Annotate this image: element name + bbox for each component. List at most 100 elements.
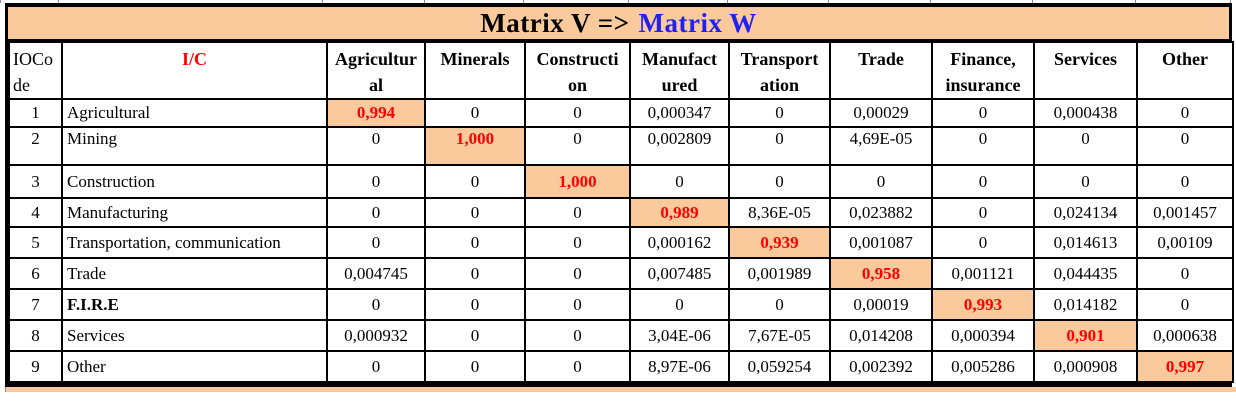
- row-number-cell[interactable]: 3: [8, 164, 63, 199]
- matrix-cell[interactable]: 0,059254: [728, 350, 831, 383]
- matrix-cell[interactable]: 0: [931, 197, 1035, 228]
- matrix-cell[interactable]: 0: [931, 126, 1035, 166]
- matrix-cell[interactable]: 0,001121: [931, 257, 1035, 290]
- matrix-cell[interactable]: 0: [1136, 126, 1234, 166]
- matrix-cell[interactable]: 0: [524, 350, 631, 383]
- matrix-cell[interactable]: 0: [728, 288, 831, 321]
- row-number-cell[interactable]: 4: [8, 197, 63, 228]
- column-header-trade[interactable]: Trade: [829, 41, 933, 100]
- column-header-construction[interactable]: Constructi on: [524, 41, 631, 100]
- matrix-cell[interactable]: 0: [728, 164, 831, 199]
- matrix-cell[interactable]: 0: [524, 226, 631, 259]
- matrix-cell[interactable]: 0: [424, 226, 526, 259]
- matrix-cell[interactable]: 0,000394: [931, 319, 1035, 352]
- matrix-cell[interactable]: 7,67E-05: [728, 319, 831, 352]
- table-title-cell[interactable]: Matrix V => Matrix W: [8, 7, 1229, 41]
- matrix-cell[interactable]: 0: [1033, 164, 1138, 199]
- column-header-agricultural[interactable]: Agricultur al: [326, 41, 426, 100]
- matrix-cell[interactable]: 0: [424, 288, 526, 321]
- matrix-cell-diagonal[interactable]: 1,000: [524, 164, 631, 199]
- matrix-cell[interactable]: 0: [931, 226, 1035, 259]
- matrix-cell[interactable]: 0,004745: [326, 257, 426, 290]
- matrix-cell[interactable]: 0: [1136, 257, 1234, 290]
- matrix-cell-diagonal[interactable]: 0,958: [829, 257, 933, 290]
- matrix-cell-diagonal[interactable]: 0,997: [1136, 350, 1234, 383]
- column-header-manufactured[interactable]: Manufact ured: [629, 41, 730, 100]
- row-label-cell[interactable]: Agricultural: [61, 98, 328, 128]
- matrix-cell[interactable]: 0,000932: [326, 319, 426, 352]
- row-number-cell[interactable]: 5: [8, 226, 63, 259]
- matrix-cell[interactable]: 0,00109: [1136, 226, 1234, 259]
- matrix-cell[interactable]: 0,001457: [1136, 197, 1234, 228]
- matrix-cell-diagonal[interactable]: 0,989: [629, 197, 730, 228]
- row-number-cell[interactable]: 1: [8, 98, 63, 128]
- row-number-cell[interactable]: 6: [8, 257, 63, 290]
- matrix-cell-diagonal[interactable]: 0,901: [1033, 319, 1138, 352]
- matrix-cell[interactable]: 0,014182: [1033, 288, 1138, 321]
- matrix-cell[interactable]: 8,97E-06: [629, 350, 730, 383]
- matrix-cell[interactable]: 0,00029: [829, 98, 933, 128]
- row-number-cell[interactable]: 2: [8, 126, 63, 166]
- matrix-cell[interactable]: 0: [326, 197, 426, 228]
- row-label-cell[interactable]: Services: [61, 319, 328, 352]
- matrix-cell[interactable]: 0: [728, 126, 831, 166]
- matrix-cell[interactable]: 0,007485: [629, 257, 730, 290]
- matrix-cell[interactable]: 0,000908: [1033, 350, 1138, 383]
- matrix-cell[interactable]: 0,000347: [629, 98, 730, 128]
- column-header-minerals[interactable]: Minerals: [424, 41, 526, 100]
- row-label-cell[interactable]: Manufacturing: [61, 197, 328, 228]
- matrix-cell[interactable]: 0: [524, 319, 631, 352]
- matrix-cell[interactable]: 0: [326, 126, 426, 166]
- matrix-cell[interactable]: 0: [326, 164, 426, 199]
- row-number-cell[interactable]: 8: [8, 319, 63, 352]
- column-header-finance-insurance[interactable]: Finance, insurance: [931, 41, 1035, 100]
- matrix-cell[interactable]: 0,000162: [629, 226, 730, 259]
- row-label-cell[interactable]: F.I.R.E: [61, 288, 328, 321]
- matrix-cell[interactable]: 0,000638: [1136, 319, 1234, 352]
- row-number-cell[interactable]: 7: [8, 288, 63, 321]
- matrix-cell[interactable]: 0: [1136, 98, 1234, 128]
- matrix-cell[interactable]: 3,04E-06: [629, 319, 730, 352]
- matrix-cell[interactable]: 0,002809: [629, 126, 730, 166]
- row-label-cell[interactable]: Construction: [61, 164, 328, 199]
- column-header-other[interactable]: Other: [1136, 41, 1234, 100]
- row-number-cell[interactable]: 9: [8, 350, 63, 383]
- matrix-cell[interactable]: 0: [524, 257, 631, 290]
- matrix-cell[interactable]: 0,014613: [1033, 226, 1138, 259]
- matrix-cell[interactable]: 0: [424, 197, 526, 228]
- matrix-cell[interactable]: 0: [1033, 126, 1138, 166]
- matrix-cell[interactable]: 0: [524, 288, 631, 321]
- row-label-cell[interactable]: Mining: [61, 126, 328, 166]
- row-label-cell[interactable]: Transportation, communication: [61, 226, 328, 259]
- matrix-cell[interactable]: 0: [424, 98, 526, 128]
- matrix-cell[interactable]: 0: [629, 288, 730, 321]
- column-header-services[interactable]: Services: [1033, 41, 1138, 100]
- matrix-cell[interactable]: 0,002392: [829, 350, 933, 383]
- matrix-cell[interactable]: 0: [524, 98, 631, 128]
- matrix-cell[interactable]: 0: [829, 164, 933, 199]
- matrix-cell-diagonal[interactable]: 1,000: [424, 126, 526, 166]
- matrix-cell[interactable]: 0,005286: [931, 350, 1035, 383]
- matrix-cell-diagonal[interactable]: 0,939: [728, 226, 831, 259]
- matrix-cell[interactable]: 0: [1136, 288, 1234, 321]
- matrix-cell[interactable]: 0,024134: [1033, 197, 1138, 228]
- matrix-cell[interactable]: 0: [424, 350, 526, 383]
- matrix-cell[interactable]: 0,044435: [1033, 257, 1138, 290]
- matrix-cell[interactable]: 0: [931, 164, 1035, 199]
- row-label-cell[interactable]: Trade: [61, 257, 328, 290]
- column-header-iocode[interactable]: IOCo de: [8, 41, 63, 100]
- matrix-cell[interactable]: 0: [424, 257, 526, 290]
- matrix-cell[interactable]: 0: [424, 164, 526, 199]
- column-header-ic[interactable]: I/C: [61, 41, 328, 100]
- matrix-cell[interactable]: 0: [326, 350, 426, 383]
- column-header-transportation[interactable]: Transport ation: [728, 41, 831, 100]
- matrix-cell[interactable]: 0: [629, 164, 730, 199]
- matrix-cell-diagonal[interactable]: 0,993: [931, 288, 1035, 321]
- matrix-cell[interactable]: 0,023882: [829, 197, 933, 228]
- matrix-cell[interactable]: 0: [931, 98, 1035, 128]
- matrix-cell-diagonal[interactable]: 0,994: [326, 98, 426, 128]
- matrix-cell[interactable]: 0: [424, 319, 526, 352]
- matrix-cell[interactable]: 0: [728, 98, 831, 128]
- matrix-cell[interactable]: 0,014208: [829, 319, 933, 352]
- row-label-cell[interactable]: Other: [61, 350, 328, 383]
